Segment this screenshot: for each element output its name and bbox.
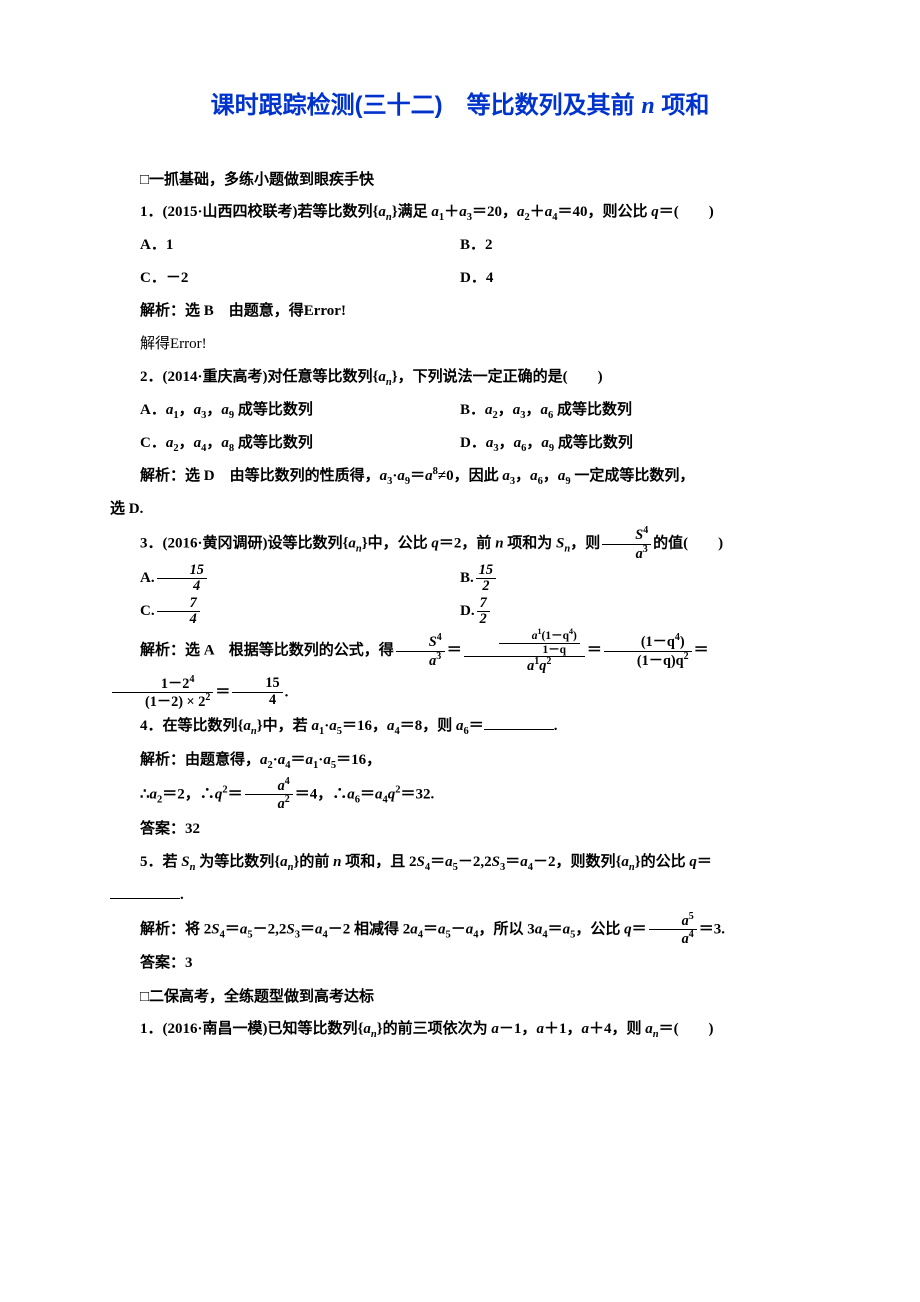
q1-optD: D．4 — [460, 262, 810, 295]
q2-optA: A．a1，a3，a9 成等比数列 — [110, 394, 460, 427]
title-suffix: 项和 — [655, 92, 710, 119]
q4-sol-2: ∴a2＝2，∴q2＝a4a2＝4，∴a6＝a4q2＝32. — [110, 777, 810, 813]
q5-stem: 5．若 Sn 为等比数列{an}的前 n 项和，且 2S4＝a5－2,2S3＝a… — [110, 846, 810, 879]
q2-optB: B．a2，a3，a6 成等比数列 — [460, 394, 810, 427]
q5-blank-line: . — [110, 879, 810, 912]
q4-answer: 答案：32 — [110, 813, 810, 846]
q2-stem: 2．(2014·重庆高考)对任意等比数列{an}，下列说法一定正确的是( ) — [110, 361, 810, 394]
section-1-head: □一抓基础，多练小题做到眼疾手快 — [110, 163, 810, 196]
q3-optD: D.72 — [460, 595, 810, 628]
q2-options-row1: A．a1，a3，a9 成等比数列 B．a2，a3，a6 成等比数列 — [110, 394, 810, 427]
q2-options-row2: C．a2，a4，a8 成等比数列 D．a3，a6，a9 成等比数列 — [110, 427, 810, 460]
q1-optB: B．2 — [460, 229, 810, 262]
q2-sol: 解析：选 D 由等比数列的性质得，a3·a9＝a8≠0，因此 a3，a6，a9 … — [110, 460, 810, 493]
q2-sol-end: 选 D. — [110, 493, 810, 526]
q4-stem: 4．在等比数列{an}中，若 a1·a5＝16，a4＝8，则 a6＝. — [110, 710, 810, 743]
q4-blank — [484, 714, 554, 730]
q3-optA: A.154 — [110, 562, 460, 595]
q1-options-row1: A．1 B．2 — [110, 229, 810, 262]
q1-stem: 1．(2015·山西四校联考)若等比数列{an}满足 a1＋a3＝20，a2＋a… — [110, 196, 810, 229]
q4-sol-1: 解析：由题意得，a2·a4＝a1·a5＝16， — [110, 744, 810, 777]
q5-sol: 解析：将 2S4＝a5－2,2S3＝a4－2 相减得 2a4＝a5－a4，所以 … — [110, 912, 810, 948]
q3-options-row2: C.74 D.72 — [110, 595, 810, 628]
q3-optC: C.74 — [110, 595, 460, 628]
q3-sol: 解析：选 A 根据等比数列的公式，得S4a3＝a1(1－q4)1－qa1q2＝(… — [110, 628, 810, 710]
q6-stem: 1．(2016·南昌一模)已知等比数列{an}的前三项依次为 a－1，a＋1，a… — [110, 1013, 810, 1046]
q1-options-row2: C．－2 D．4 — [110, 262, 810, 295]
title-prefix: 课时跟踪检测(三十二) 等比数列及其前 — [211, 92, 642, 119]
q3-options-row1: A.154 B.152 — [110, 562, 810, 595]
q1-optA: A．1 — [110, 229, 460, 262]
section-2-head: □二保高考，全练题型做到高考达标 — [110, 980, 810, 1013]
title-var: n — [641, 93, 654, 119]
q3-optB: B.152 — [460, 562, 810, 595]
q1-optC: C．－2 — [110, 262, 460, 295]
q2-optC: C．a2，a4，a8 成等比数列 — [110, 427, 460, 460]
q3-stem: 3．(2016·黄冈调研)设等比数列{an}中，公比 q＝2，前 n 项和为 S… — [110, 526, 810, 562]
q1-sol-2: 解得Error! — [110, 328, 810, 361]
q5-answer: 答案：3 — [110, 947, 810, 980]
q1-sol-1: 解析：选 B 由题意，得Error! — [110, 295, 810, 328]
q2-optD: D．a3，a6，a9 成等比数列 — [460, 427, 810, 460]
page-title: 课时跟踪检测(三十二) 等比数列及其前 n 项和 — [110, 80, 810, 133]
